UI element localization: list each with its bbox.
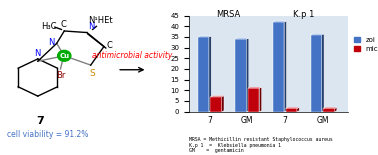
- FancyArrowPatch shape: [120, 68, 143, 72]
- Circle shape: [57, 50, 71, 61]
- Text: H₃C: H₃C: [41, 22, 57, 31]
- Polygon shape: [246, 38, 249, 112]
- Bar: [286, 108, 297, 112]
- Polygon shape: [273, 21, 287, 22]
- Text: N: N: [34, 49, 40, 58]
- Polygon shape: [235, 38, 249, 39]
- Bar: [248, 88, 259, 112]
- Bar: [273, 22, 284, 112]
- Bar: [235, 39, 246, 112]
- Polygon shape: [248, 87, 262, 88]
- Text: C: C: [107, 41, 113, 50]
- Bar: [211, 97, 222, 112]
- Text: N: N: [88, 22, 94, 31]
- Text: 7: 7: [36, 116, 43, 126]
- Polygon shape: [259, 87, 262, 112]
- Text: MRSA: MRSA: [216, 10, 241, 19]
- Polygon shape: [209, 36, 211, 112]
- Text: K.p 1: K.p 1: [293, 10, 314, 19]
- Polygon shape: [198, 36, 211, 37]
- Polygon shape: [310, 34, 324, 35]
- Text: MRSA = Methicillin resistant Staphylococcus aureus
K.p 1  =  Klebsiella pneumoni: MRSA = Methicillin resistant Staphylococ…: [189, 137, 333, 153]
- Text: cell viability = 91.2%: cell viability = 91.2%: [6, 130, 88, 139]
- Polygon shape: [284, 21, 287, 112]
- Text: N: N: [48, 38, 55, 47]
- Text: S: S: [90, 69, 96, 78]
- Polygon shape: [297, 108, 299, 112]
- Text: Cu: Cu: [59, 53, 69, 59]
- Polygon shape: [222, 96, 224, 112]
- Text: Br: Br: [56, 71, 65, 80]
- Bar: [198, 37, 209, 112]
- Legend: zoi, mic: zoi, mic: [355, 37, 378, 52]
- Polygon shape: [335, 108, 337, 112]
- Bar: [323, 108, 335, 112]
- Polygon shape: [211, 96, 224, 97]
- Text: C: C: [60, 20, 66, 29]
- Bar: [310, 35, 322, 112]
- Text: N¹HEt: N¹HEt: [88, 16, 113, 25]
- Polygon shape: [322, 34, 324, 112]
- Text: antimicrobial activity: antimicrobial activity: [92, 51, 172, 60]
